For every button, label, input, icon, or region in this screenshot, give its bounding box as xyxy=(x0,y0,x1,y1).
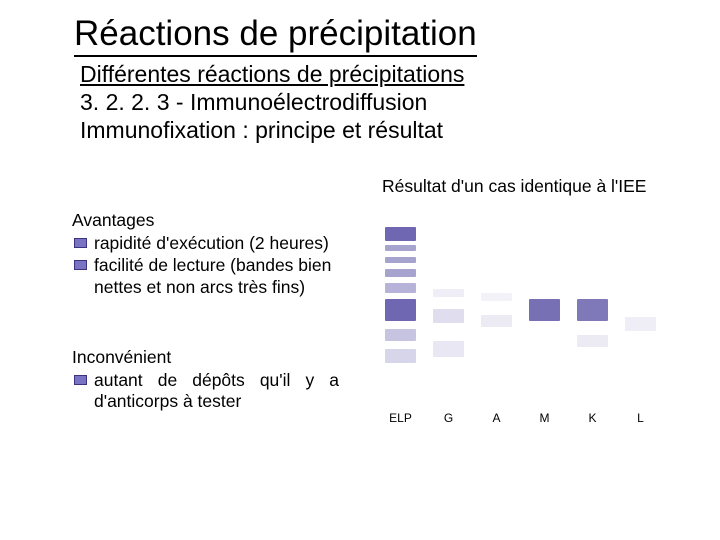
gel-band xyxy=(385,227,416,241)
gel-band xyxy=(625,317,656,331)
gel-lane-label: L xyxy=(618,411,663,425)
left-column: Avantages rapidité d'exécution (2 heures… xyxy=(70,204,378,442)
gel-band xyxy=(433,289,464,297)
gel-band xyxy=(433,341,464,357)
gel-lane: L xyxy=(618,217,663,407)
gel-band xyxy=(385,329,416,341)
slide-title: Réactions de précipitation xyxy=(74,14,477,57)
advantages-list: rapidité d'exécution (2 heures) facilité… xyxy=(72,233,378,298)
subtitle-line-2: Immunofixation : principe et résultat xyxy=(80,116,720,144)
gel-band xyxy=(433,309,464,323)
gel-lane: ELP xyxy=(378,217,423,407)
gel-band xyxy=(481,315,512,327)
gel-lane: G xyxy=(426,217,471,407)
gel-band xyxy=(529,299,560,321)
list-item: facilité de lecture (bandes bien nettes … xyxy=(94,255,378,298)
subtitle-line-1: 3. 2. 2. 3 - Immunoélectrodiffusion xyxy=(80,88,720,116)
gel-band xyxy=(385,299,416,321)
drawback-list: autant de dépôts qu'il y a d'anticorps à… xyxy=(72,370,378,413)
list-item: rapidité d'exécution (2 heures) xyxy=(94,233,378,254)
drawback-heading: Inconvénient xyxy=(72,347,378,368)
gel-band xyxy=(385,349,416,363)
result-caption: Résultat d'un cas identique à l'IEE xyxy=(382,176,708,197)
immunofixation-gel: ELPGAMKL xyxy=(378,217,668,442)
list-item: autant de dépôts qu'il y a d'anticorps à… xyxy=(94,370,339,413)
gel-band xyxy=(481,293,512,301)
slide-root: Réactions de précipitation Différentes r… xyxy=(0,0,720,540)
gel-band xyxy=(385,283,416,293)
gel-lane-label: M xyxy=(522,411,567,425)
gel-lane: M xyxy=(522,217,567,407)
subtitle-underlined: Différentes réactions de précipitations xyxy=(80,61,720,88)
gel-band xyxy=(385,269,416,277)
gel-band xyxy=(577,299,608,321)
gel-band xyxy=(385,257,416,263)
right-column: Résultat d'un cas identique à l'IEE ELPG… xyxy=(378,204,708,442)
gel-lane: K xyxy=(570,217,615,407)
gel-lane: A xyxy=(474,217,519,407)
gel-lane-label: K xyxy=(570,411,615,425)
content-columns: Avantages rapidité d'exécution (2 heures… xyxy=(70,204,720,442)
gel-band xyxy=(577,335,608,347)
advantages-heading: Avantages xyxy=(72,210,378,231)
gel-lane-label: ELP xyxy=(378,411,423,425)
gel-lane-label: G xyxy=(426,411,471,425)
gel-band xyxy=(385,245,416,251)
gel-lane-label: A xyxy=(474,411,519,425)
subtitle-block: Différentes réactions de précipitations … xyxy=(80,61,720,144)
